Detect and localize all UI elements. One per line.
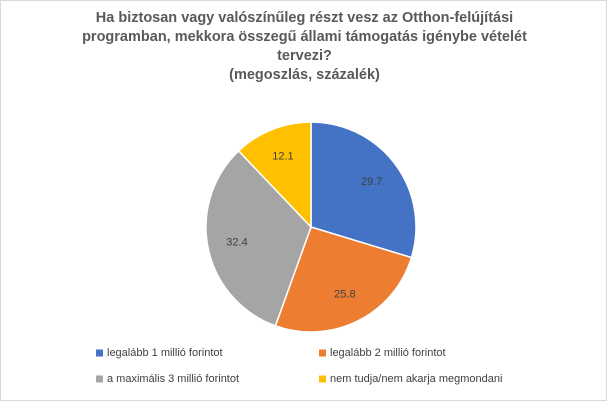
data-label: 32.4 <box>226 236 247 248</box>
legend-label: a maximális 3 millió forintot <box>107 373 239 385</box>
legend-label: legalább 2 millió forintot <box>330 347 446 359</box>
chart-subtitle: (megoszlás, százalék) <box>229 67 380 83</box>
chart-title-block: Ha biztosan vagy valószínűleg részt vesz… <box>81 9 528 85</box>
legend-swatch <box>96 349 103 357</box>
data-label: 12.1 <box>272 151 293 163</box>
legend-label: nem tudja/nem akarja megmondani <box>330 373 502 385</box>
pie-slice <box>310 121 417 259</box>
data-label: 29.7 <box>361 176 382 188</box>
legend-swatch <box>96 375 103 383</box>
chart-title: Ha biztosan vagy valószínűleg részt vesz… <box>82 10 527 64</box>
pie-slice <box>274 226 413 333</box>
data-label: 25.8 <box>334 288 355 300</box>
legend-swatch <box>319 349 326 357</box>
legend-swatch <box>319 375 326 383</box>
legend-label: legalább 1 millió forintot <box>107 347 223 359</box>
pie-slice <box>237 121 312 229</box>
pie-slice <box>205 149 312 327</box>
